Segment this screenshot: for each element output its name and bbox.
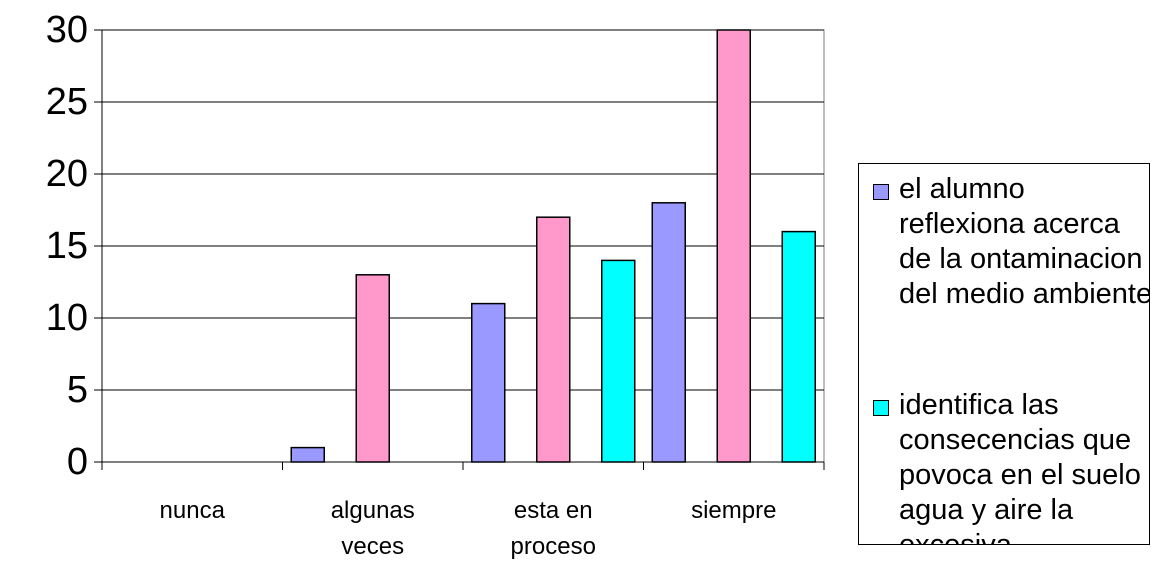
bar-series-3 (781, 230, 816, 463)
chart-legend: el alumno reflexiona acerca de la ontami… (858, 163, 1150, 545)
x-tick-label: algunas veces (331, 497, 415, 560)
bar-series-1 (651, 202, 686, 463)
bar-series-1 (471, 302, 506, 463)
y-tick-label: 15 (46, 225, 88, 267)
y-tick-label: 10 (46, 297, 88, 339)
y-tick-label: 5 (67, 369, 88, 411)
legend-swatch-series-1 (873, 184, 889, 200)
legend-label-series-1: el alumno reflexiona acerca de la ontami… (899, 173, 1150, 310)
x-tick-label: siempre (691, 497, 776, 524)
y-tick-label: 0 (67, 441, 88, 483)
y-tick-label: 25 (46, 81, 88, 123)
bar-series-2 (355, 274, 390, 463)
y-tick-label: 30 (46, 9, 88, 51)
bar-series-3 (601, 259, 636, 463)
legend-label-series-2: identifica las consecencias que povoca e… (899, 389, 1141, 545)
legend-swatch-series-2 (873, 400, 889, 416)
x-tick-label: esta en proceso (511, 497, 596, 560)
bar-series-2 (536, 216, 571, 463)
bar-series-2 (716, 29, 751, 463)
y-tick-label: 20 (46, 153, 88, 195)
bar-series-1 (290, 446, 325, 463)
x-tick-label: nunca (160, 497, 226, 524)
